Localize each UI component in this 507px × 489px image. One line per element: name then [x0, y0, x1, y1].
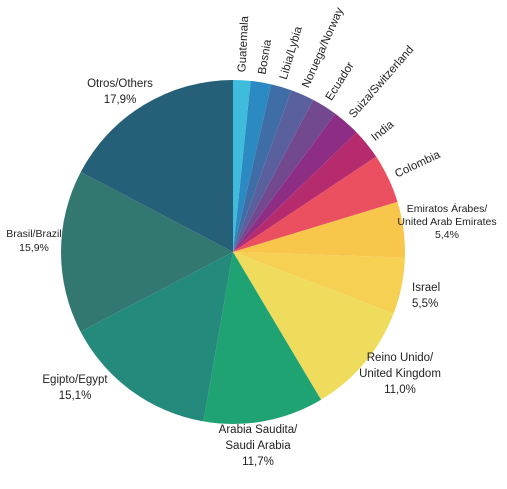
slice-label-brasil-brazil: Brasil/Brazil 15,9%	[6, 228, 61, 254]
slice-name-line: Brasil/Brazil	[6, 228, 61, 240]
slice-name-line: United Kingdom	[359, 368, 441, 380]
slice-label-india: India	[369, 118, 396, 143]
pie-slice-india	[233, 132, 377, 252]
slice-label-guatemala: Guatemala	[236, 15, 251, 72]
pie-slice-bosnia	[233, 80, 272, 252]
slice-label-emiratos-arabes-united-arab-emirates: Emiratos Árabes/United Arab Emirates 5,4%	[397, 202, 496, 241]
pie-slice-emiratos-arabes-united-arab-emirates	[233, 201, 405, 258]
slice-label-otros-others: Otros/Others 17,9%	[87, 78, 153, 106]
pie-slice-colombia	[233, 156, 398, 252]
slice-percent: 5,4%	[435, 229, 459, 241]
slice-percent: 11,7%	[242, 456, 274, 468]
slice-name-line: Israel	[412, 282, 440, 294]
pie-slice-egipto-egypt	[80, 252, 234, 422]
slice-name-line: Emiratos Árabes/	[407, 202, 488, 215]
slice-label-ecuador: Ecuador	[324, 60, 357, 103]
slice-percent: 15,1%	[59, 390, 92, 402]
pie-slice-israel	[233, 252, 405, 314]
pie-slice-guatemala	[233, 80, 251, 252]
pie-slice-libia-lybia	[233, 84, 292, 252]
pie-slice-brasil-brazil	[61, 171, 234, 332]
slice-label-egipto-egypt: Egipto/Egypt 15,1%	[42, 374, 108, 402]
pie-slice-suiza-switzerland	[233, 113, 357, 252]
slice-percent: 5,5%	[412, 298, 438, 310]
slice-label-arabia-saudita-saudi-arabia: Arabia Saudita/Saudi Arabia 11,7%	[219, 424, 298, 468]
slice-label-libia-lybia: Libia/Lybia	[278, 25, 305, 81]
slice-name-line: Otros/Others	[87, 78, 153, 90]
slice-name-line: Reino Unido/	[367, 352, 434, 364]
slice-label-bosnia: Bosnia	[256, 38, 274, 75]
slice-name-line: Saudi Arabia	[225, 440, 291, 452]
slice-percent: 15,9%	[19, 242, 49, 254]
slice-name-line: United Arab Emirates	[397, 216, 496, 228]
slice-percent: 11,0%	[384, 384, 416, 396]
slice-percent: 17,9%	[104, 94, 137, 106]
pie-slice-arabia-saudita-saudi-arabia	[203, 252, 322, 424]
pie-slice-otros-others	[80, 80, 233, 252]
slice-name-line: Arabia Saudita/	[219, 424, 298, 436]
slice-name-line: Egipto/Egypt	[42, 374, 108, 386]
pie-slices	[61, 80, 405, 424]
pie-slice-noruega-norway	[233, 90, 314, 252]
slice-label-suiza-switzerland: Suiza/Switzerland	[347, 44, 416, 121]
slice-label-colombia: Colombia	[393, 149, 443, 181]
pie-slice-reino-unido-united-kingdom	[233, 252, 394, 400]
pie-slice-ecuador	[233, 99, 336, 252]
slice-label-reino-unido-united-kingdom: Reino Unido/United Kingdom 11,0%	[359, 352, 441, 396]
slice-label-israel: Israel 5,5%	[412, 282, 440, 310]
